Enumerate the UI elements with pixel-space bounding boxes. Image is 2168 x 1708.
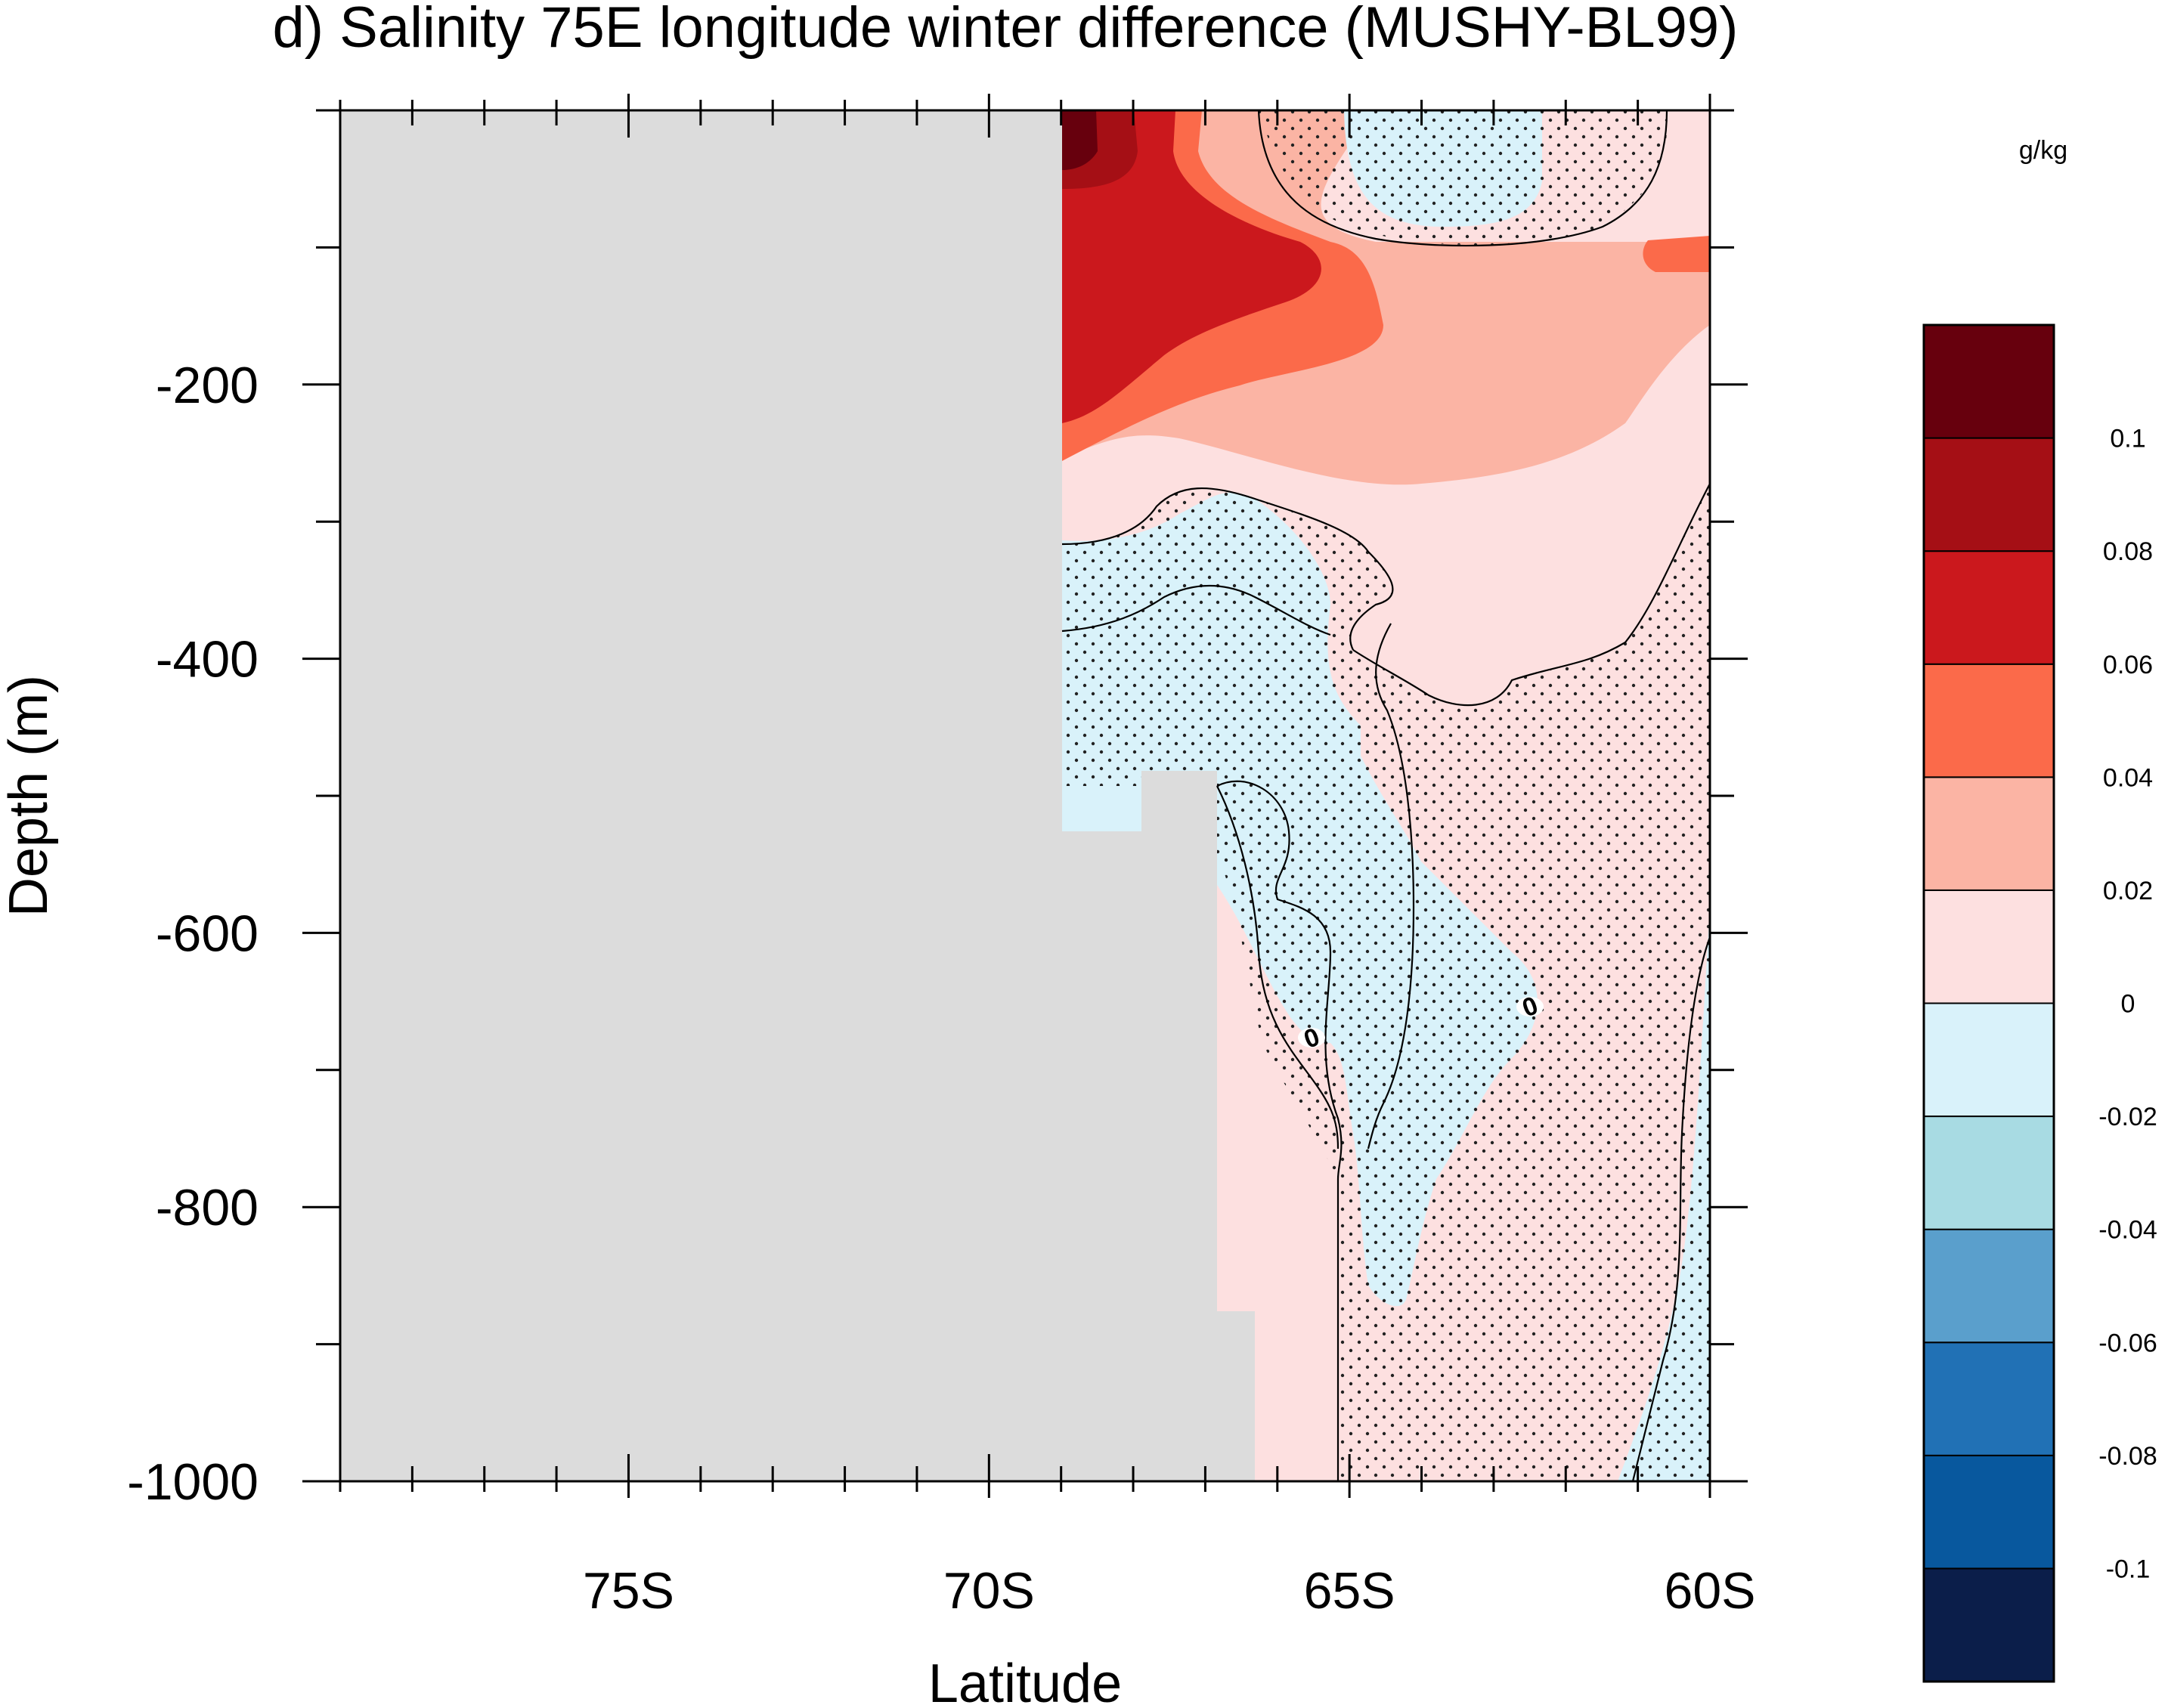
colorbar-frame [1922, 323, 2055, 1683]
colorbar-swatch [1923, 889, 2055, 1004]
colorbar: -0.1 -0.08 -0.06 -0.04 -0.02 0 0.02 0.04 0.06 0.0… [1922, 323, 2157, 1683]
colorbar-label: -0.06 [2098, 1329, 2157, 1357]
colorbar-label: -0.08 [2098, 1442, 2157, 1471]
y-axis: -200 -400 -600 -800 -1000 [127, 109, 1748, 1511]
stipple-middle [1062, 484, 1710, 1481]
colorbar-label: 0 [2121, 990, 2135, 1019]
y-axis-label: Depth (m) [0, 675, 59, 917]
colorbar-label: 0.1 [2110, 425, 2145, 453]
colorbar-swatch [1923, 550, 2055, 665]
colorbar-label: -0.02 [2098, 1103, 2157, 1131]
colorbar-label: 0.04 [2103, 763, 2153, 792]
colorbar-label: -0.04 [2098, 1216, 2157, 1245]
region-0.04-0.06-east [1643, 236, 1710, 272]
land-mask [340, 110, 1255, 1481]
stipple-top [1259, 110, 1668, 245]
colorbar-swatch [1923, 663, 2055, 778]
chart-title: d) Salinity 75E longitude winter differe… [272, 0, 1738, 60]
y-tick-label: -1000 [127, 1453, 259, 1511]
plot-area: 0 0 [340, 110, 1710, 1481]
y-tick-label: -600 [156, 905, 259, 962]
colorbar-swatch [1923, 437, 2055, 552]
region-0.06-0.08 [1062, 110, 1321, 423]
x-axis-label: Latitude [928, 1654, 1122, 1708]
colorbar-swatch [1923, 1115, 2055, 1230]
x-tick-label: 75S [583, 1562, 674, 1620]
x-tick-label: 60S [1665, 1562, 1756, 1620]
zero-contours [1061, 110, 1710, 1481]
colorbar-swatch [1923, 324, 2055, 439]
y-tick-label: -200 [156, 357, 259, 414]
region-above-0.1 [1062, 110, 1098, 170]
colorbar-swatch [1923, 1002, 2055, 1118]
colorbar-swatch [1923, 1454, 2055, 1570]
y-tick-label: -400 [156, 631, 259, 688]
colorbar-label: -0.1 [2106, 1555, 2151, 1583]
x-axis: 75S 70S 65S 60S [339, 94, 1756, 1620]
x-tick-label: 65S [1304, 1562, 1395, 1620]
colorbar-swatch [1923, 776, 2055, 891]
y-tick-label: -800 [156, 1179, 259, 1236]
colorbar-label: 0.02 [2103, 877, 2153, 905]
colorbar-swatch [1923, 1567, 2055, 1683]
colorbar-label: 0.08 [2103, 537, 2153, 566]
x-tick-label: 70S [943, 1562, 1035, 1620]
colorbar-swatch [1923, 1228, 2055, 1344]
colorbar-units: g/kg [2019, 136, 2067, 165]
colorbar-swatch [1923, 1341, 2055, 1456]
colorbar-label: 0.06 [2103, 651, 2153, 679]
contour-label-a: 0 [1298, 1023, 1325, 1054]
